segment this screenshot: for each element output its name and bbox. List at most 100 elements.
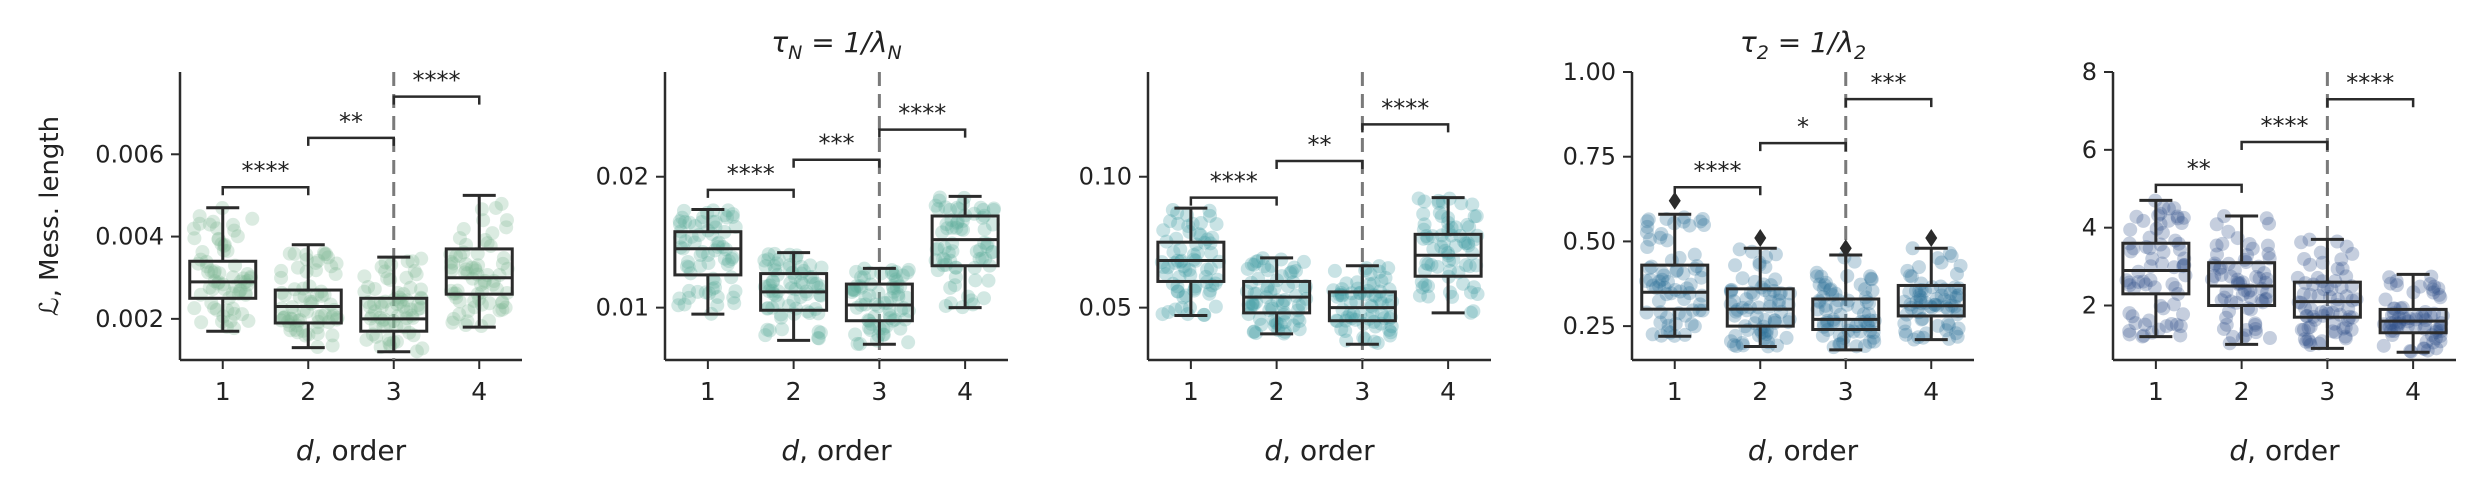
- data-point: [274, 263, 289, 278]
- data-point: [760, 301, 775, 316]
- data-point: [985, 217, 1000, 232]
- data-point: [1417, 217, 1432, 232]
- data-point: [2137, 317, 2152, 332]
- data-point: [975, 210, 990, 225]
- data-point: [1832, 328, 1847, 343]
- data-point: [193, 252, 208, 267]
- data-point: [2122, 323, 2137, 338]
- data-point: [954, 222, 969, 237]
- data-point: [1751, 300, 1766, 315]
- x-tick-label: 2: [2234, 377, 2250, 406]
- data-point: [1454, 196, 1469, 211]
- data-point: [374, 259, 389, 274]
- data-point: [1183, 268, 1198, 283]
- data-point: [793, 290, 808, 305]
- data-point: [1421, 257, 1436, 272]
- data-point: [1469, 209, 1484, 224]
- data-point: [783, 275, 798, 290]
- y-tick-label: 6: [2082, 136, 2097, 164]
- data-point: [679, 259, 694, 274]
- data-point: [1816, 319, 1831, 334]
- data-point: [2338, 331, 2353, 346]
- data-point: [1419, 229, 1434, 244]
- data-point: [2167, 201, 2182, 216]
- data-point: [2204, 272, 2219, 287]
- data-point: [2209, 217, 2224, 232]
- data-point: [2311, 288, 2326, 303]
- data-point: [944, 220, 959, 235]
- data-point: [1762, 286, 1777, 301]
- data-point: [2395, 300, 2410, 315]
- data-point: [2339, 289, 2354, 304]
- data-point: [2165, 277, 2180, 292]
- outlier-marker: [1668, 191, 1681, 210]
- data-point: [721, 254, 736, 269]
- data-point: [1678, 308, 1693, 323]
- data-point: [2212, 261, 2227, 276]
- data-point: [452, 294, 467, 309]
- data-point: [2168, 280, 2183, 295]
- box-3: [844, 282, 914, 323]
- data-point: [1176, 290, 1191, 305]
- data-point: [1260, 281, 1275, 296]
- data-point: [1677, 292, 1692, 307]
- data-point: [1416, 206, 1431, 221]
- data-point: [1942, 318, 1957, 333]
- data-point: [2344, 322, 2359, 337]
- data-point: [2128, 316, 2143, 331]
- data-point: [2431, 281, 2446, 296]
- data-point: [1729, 339, 1744, 354]
- data-point: [1651, 293, 1666, 308]
- data-point: [1864, 272, 1879, 287]
- data-point: [317, 307, 332, 322]
- data-point: [715, 240, 730, 255]
- data-point: [1467, 232, 1482, 247]
- data-point: [1746, 287, 1761, 302]
- data-point: [899, 290, 914, 305]
- data-point: [977, 291, 992, 306]
- box-3: [359, 296, 429, 333]
- data-point: [457, 265, 472, 280]
- data-point: [2155, 225, 2170, 240]
- data-point: [2219, 310, 2234, 325]
- data-point: [2259, 291, 2274, 306]
- y-axis-label: ℒ, Mess. length: [35, 116, 65, 316]
- data-point: [2242, 236, 2257, 251]
- x-tick-label: 4: [957, 377, 973, 406]
- data-point: [725, 209, 740, 224]
- data-point: [1296, 254, 1311, 269]
- strip-points: [1411, 191, 1485, 320]
- data-point: [680, 254, 695, 269]
- data-point: [1414, 274, 1429, 289]
- data-point: [1264, 299, 1279, 314]
- data-point: [414, 282, 429, 297]
- data-point: [1159, 267, 1174, 282]
- data-point: [2169, 317, 2184, 332]
- data-point: [2296, 287, 2311, 302]
- data-point: [1897, 316, 1912, 331]
- data-point: [964, 293, 979, 308]
- data-point: [1659, 310, 1674, 325]
- data-point: [1759, 327, 1774, 342]
- data-point: [975, 251, 990, 266]
- data-point: [2389, 320, 2404, 335]
- data-point: [766, 274, 781, 289]
- x-tick-label: 3: [871, 377, 887, 406]
- data-point: [1456, 276, 1471, 291]
- data-point: [488, 200, 503, 215]
- data-point: [1809, 265, 1824, 280]
- data-point: [814, 279, 829, 294]
- data-point: [485, 226, 500, 241]
- data-point: [403, 302, 418, 317]
- significance-bracket: [1275, 159, 1364, 170]
- data-point: [227, 223, 242, 238]
- data-point: [677, 297, 692, 312]
- data-point: [319, 247, 334, 262]
- data-point: [478, 233, 493, 248]
- data-point: [770, 295, 785, 310]
- data-point: [2123, 244, 2138, 259]
- data-point: [1654, 227, 1669, 242]
- data-point: [2303, 257, 2318, 272]
- data-point: [938, 298, 953, 313]
- data-point: [290, 325, 305, 340]
